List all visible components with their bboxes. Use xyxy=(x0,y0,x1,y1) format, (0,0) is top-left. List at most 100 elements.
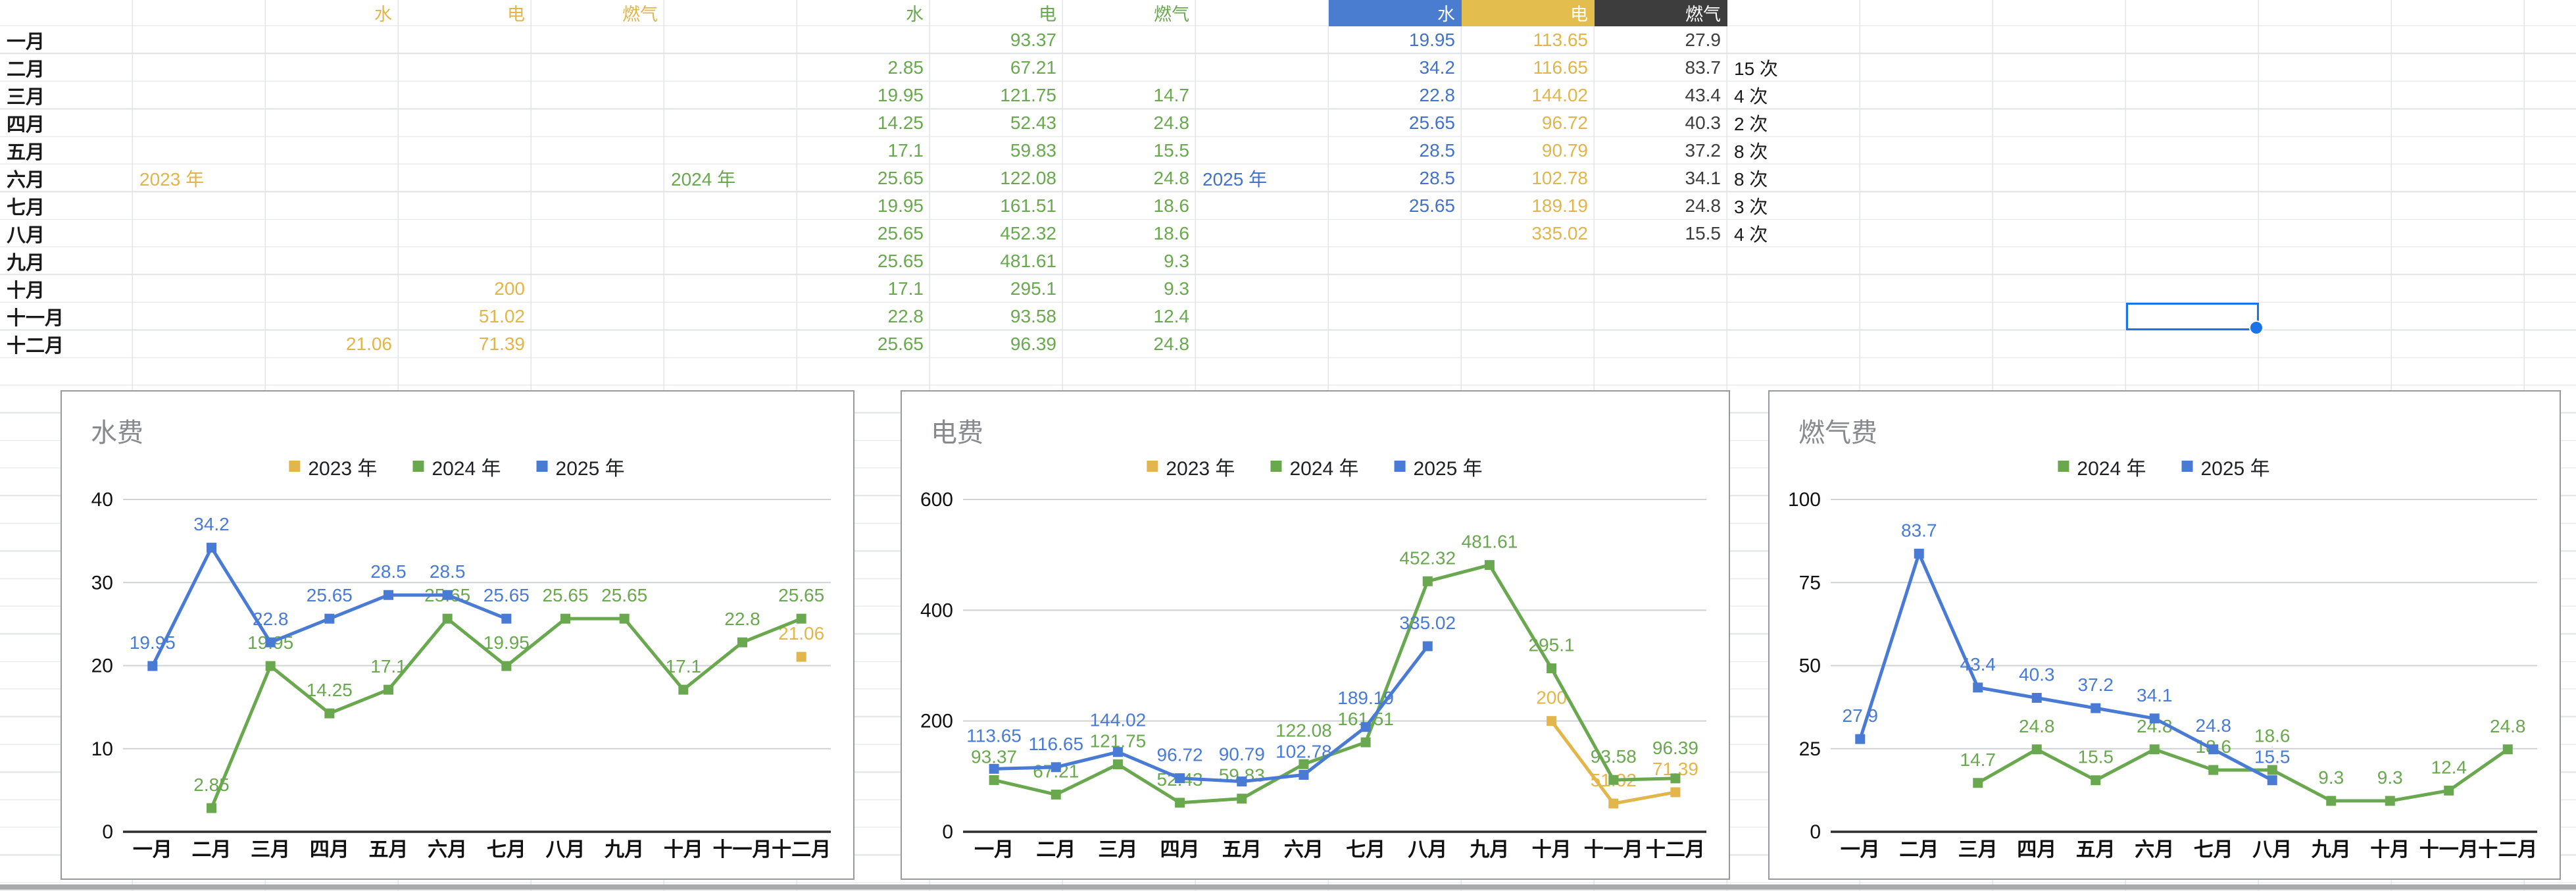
value-cell[interactable]: 102.78 xyxy=(1531,168,1588,188)
column-header[interactable]: 电 xyxy=(507,5,525,24)
value-cell[interactable]: 51.02 xyxy=(478,306,525,326)
column-header[interactable]: 燃气 xyxy=(622,5,658,24)
value-cell[interactable]: 25.65 xyxy=(1408,113,1455,133)
row-label-month[interactable]: 十月 xyxy=(7,280,45,301)
fill-handle[interactable] xyxy=(2249,320,2264,335)
value-cell[interactable]: 2.85 xyxy=(887,57,924,78)
value-cell[interactable]: 59.83 xyxy=(1010,140,1056,161)
value-cell[interactable]: 34.1 xyxy=(1685,168,1721,188)
value-cell[interactable]: 96.72 xyxy=(1541,113,1588,133)
value-cell[interactable]: 22.8 xyxy=(1419,85,1456,105)
legend-label[interactable]: 2023 年 xyxy=(308,458,377,480)
value-cell[interactable]: 71.39 xyxy=(478,334,525,354)
chart-water-fee[interactable]: 水费 0 10 20 30 40 一月 二月 三月 四月 五月 六月 七月 八月 九月 十月 十一月 十二月 21.… xyxy=(61,390,855,880)
column-header[interactable]: 水 xyxy=(906,5,924,24)
value-cell[interactable]: 19.95 xyxy=(877,195,924,216)
value-cell[interactable]: 14.7 xyxy=(1153,85,1190,105)
column-header[interactable]: 电 xyxy=(1039,5,1056,24)
row-label-month[interactable]: 九月 xyxy=(7,253,45,274)
column-header[interactable]: 水 xyxy=(1329,0,1462,26)
year-label[interactable]: 2025 年 xyxy=(1202,169,1268,190)
value-cell[interactable]: 28.5 xyxy=(1419,140,1456,161)
selected-cell-outline[interactable] xyxy=(2126,303,2264,335)
count-cell[interactable]: 4 次 xyxy=(1734,224,1768,245)
value-cell[interactable]: 93.37 xyxy=(1010,30,1056,50)
value-cell[interactable]: 18.6 xyxy=(1153,223,1190,243)
value-cell[interactable]: 34.2 xyxy=(1419,57,1456,78)
chart-gas-fee[interactable]: 燃气费 0 25 50 75 100 一月 二月 三月 四月 五月 六月 七月 八月 九月 十月 十一月 十二月 1… xyxy=(1768,390,2561,880)
value-cell[interactable]: 25.65 xyxy=(877,251,924,271)
value-cell[interactable]: 295.1 xyxy=(1010,278,1056,299)
value-cell[interactable]: 9.3 xyxy=(1164,251,1189,271)
legend-label[interactable]: 2024 年 xyxy=(2077,458,2146,480)
value-cell[interactable]: 83.7 xyxy=(1685,57,1721,78)
column-header[interactable]: 水 xyxy=(374,5,392,24)
row-label-month[interactable]: 十二月 xyxy=(7,336,64,357)
value-cell[interactable]: 17.1 xyxy=(887,140,924,161)
value-cell[interactable]: 113.65 xyxy=(1533,30,1588,50)
value-cell[interactable]: 24.8 xyxy=(1685,195,1721,216)
value-cell[interactable]: 25.65 xyxy=(877,168,924,188)
value-cell[interactable]: 28.5 xyxy=(1419,168,1456,188)
value-cell[interactable]: 200 xyxy=(494,278,525,299)
value-cell[interactable]: 481.61 xyxy=(1000,251,1056,271)
value-cell[interactable]: 14.25 xyxy=(877,113,924,133)
row-label-month[interactable]: 二月 xyxy=(7,59,45,80)
horizontal-scrollbar[interactable] xyxy=(0,884,2576,890)
value-cell[interactable]: 12.4 xyxy=(1153,306,1190,326)
value-cell[interactable]: 25.65 xyxy=(877,223,924,243)
chart-electricity-fee[interactable]: 电费 0 200 400 600 一月 二月 三月 四月 五月 六月 七月 八月 九月 十月 十一月 十二月 20… xyxy=(901,390,1730,880)
value-cell[interactable]: 15.5 xyxy=(1153,140,1190,161)
row-label-month[interactable]: 八月 xyxy=(7,225,45,246)
value-cell[interactable]: 90.79 xyxy=(1541,140,1588,161)
value-cell[interactable]: 27.9 xyxy=(1685,30,1721,50)
value-cell[interactable]: 67.21 xyxy=(1010,57,1056,78)
value-cell[interactable]: 18.6 xyxy=(1153,195,1190,216)
value-cell[interactable]: 189.19 xyxy=(1531,195,1588,216)
value-cell[interactable]: 9.3 xyxy=(1164,278,1189,299)
value-cell[interactable]: 37.2 xyxy=(1685,140,1721,161)
value-cell[interactable]: 24.8 xyxy=(1153,168,1190,188)
legend-label[interactable]: 2025 年 xyxy=(1414,458,1483,480)
value-cell[interactable]: 22.8 xyxy=(887,306,924,326)
value-cell[interactable]: 161.51 xyxy=(1000,195,1056,216)
legend-label[interactable]: 2025 年 xyxy=(2201,458,2270,480)
row-label-month[interactable]: 六月 xyxy=(7,170,45,191)
column-header[interactable]: 燃气 xyxy=(1595,0,1727,26)
column-header[interactable]: 燃气 xyxy=(1154,5,1189,24)
legend-label[interactable]: 2024 年 xyxy=(432,458,501,480)
value-cell[interactable]: 96.39 xyxy=(1010,334,1056,354)
legend-label[interactable]: 2023 年 xyxy=(1166,458,1235,480)
value-cell[interactable]: 40.3 xyxy=(1685,113,1721,133)
value-cell[interactable]: 144.02 xyxy=(1531,85,1588,105)
value-cell[interactable]: 24.8 xyxy=(1153,113,1190,133)
row-label-month[interactable]: 七月 xyxy=(7,197,45,218)
value-cell[interactable]: 19.95 xyxy=(877,85,924,105)
row-label-month[interactable]: 四月 xyxy=(7,115,45,136)
value-cell[interactable]: 43.4 xyxy=(1685,85,1721,105)
value-cell[interactable]: 21.06 xyxy=(345,334,392,354)
value-cell[interactable]: 452.32 xyxy=(1000,223,1056,243)
row-label-month[interactable]: 五月 xyxy=(7,142,45,163)
value-cell[interactable]: 93.58 xyxy=(1010,306,1056,326)
count-cell[interactable]: 2 次 xyxy=(1734,114,1768,134)
count-cell[interactable]: 8 次 xyxy=(1734,169,1768,190)
value-cell[interactable]: 17.1 xyxy=(887,278,924,299)
count-cell[interactable]: 3 次 xyxy=(1734,197,1768,217)
value-cell[interactable]: 122.08 xyxy=(1000,168,1056,188)
count-cell[interactable]: 15 次 xyxy=(1734,59,1778,79)
value-cell[interactable]: 15.5 xyxy=(1685,223,1721,243)
count-cell[interactable]: 8 次 xyxy=(1734,141,1768,162)
value-cell[interactable]: 24.8 xyxy=(1153,334,1190,354)
value-cell[interactable]: 116.65 xyxy=(1533,57,1588,78)
value-cell[interactable]: 335.02 xyxy=(1531,223,1588,243)
value-cell[interactable]: 52.43 xyxy=(1010,113,1056,133)
column-header[interactable]: 电 xyxy=(1462,0,1595,26)
row-label-month[interactable]: 一月 xyxy=(7,32,45,53)
row-label-month[interactable]: 三月 xyxy=(7,87,45,108)
value-cell[interactable]: 25.65 xyxy=(1408,195,1455,216)
row-label-month[interactable]: 十一月 xyxy=(7,308,64,329)
legend-label[interactable]: 2025 年 xyxy=(556,458,625,480)
count-cell[interactable]: 4 次 xyxy=(1734,86,1768,107)
value-cell[interactable]: 19.95 xyxy=(1408,30,1455,50)
